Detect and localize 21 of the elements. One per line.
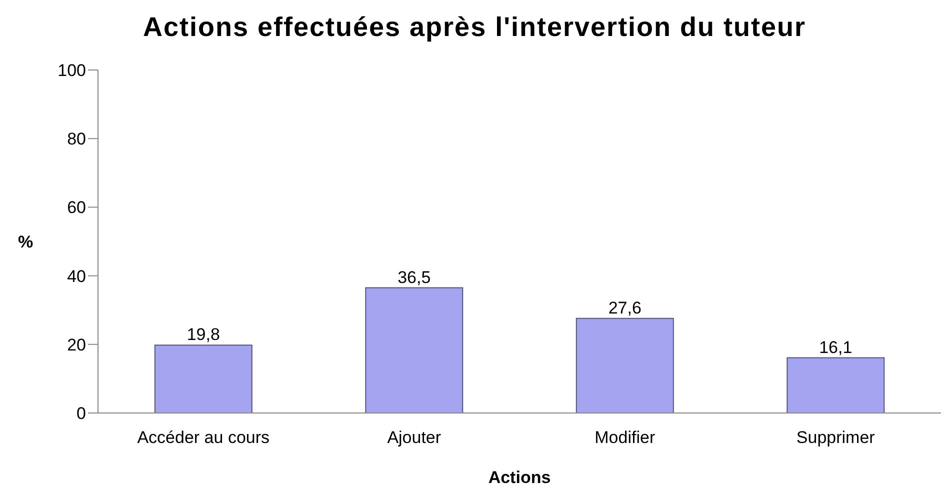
y-tick-label: 0: [76, 404, 86, 424]
y-tick-label: 40: [67, 266, 86, 286]
bar: [786, 357, 885, 413]
data-label: 36,5: [398, 268, 431, 287]
x-tick-label: Ajouter: [387, 428, 442, 448]
bar: [154, 344, 252, 413]
y-tick-label: 100: [58, 61, 86, 80]
x-tick-label: Supprimer: [796, 428, 876, 448]
y-axis-title: %: [18, 232, 34, 252]
data-label: 27,6: [608, 298, 642, 318]
data-label: 16,1: [819, 338, 852, 357]
y-tick-label: 80: [67, 130, 86, 149]
x-axis-title: Actions: [488, 468, 551, 487]
bar: [576, 318, 674, 413]
data-label: 19,8: [186, 325, 220, 344]
bar: [365, 287, 464, 413]
x-tick-label: Modifier: [594, 428, 656, 448]
y-tick-label: 20: [67, 335, 86, 354]
x-tick-label: Accéder au cours: [137, 428, 270, 448]
chart-title: Actions effectuées après l'intervertion du tuteur: [142, 12, 808, 43]
y-tick-label: 60: [67, 198, 86, 218]
